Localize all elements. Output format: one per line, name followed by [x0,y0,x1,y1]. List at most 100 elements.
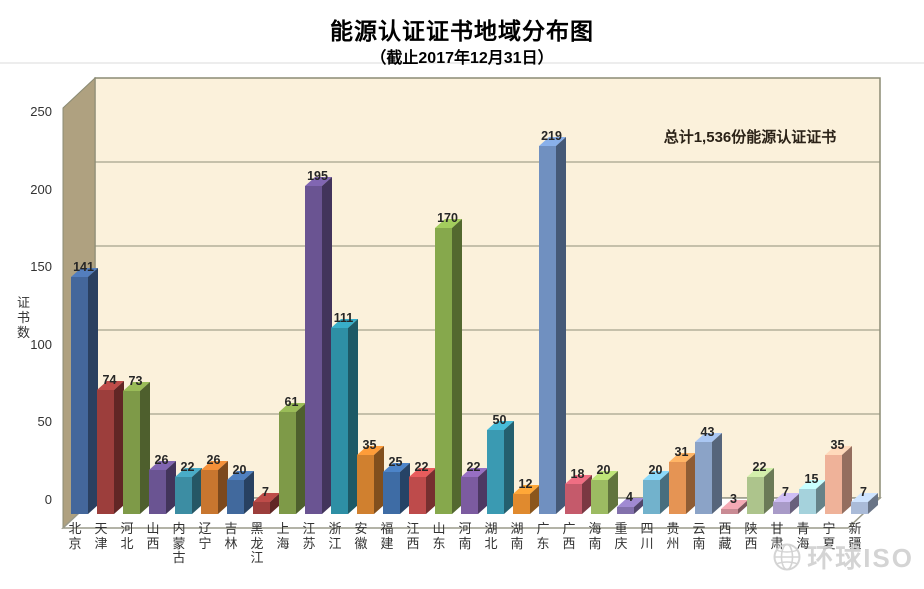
bar-value-label: 26 [155,453,169,467]
value-labels-layer: 141 74 73 26 22 26 20 7 61 195 111 35 25 22 170 22 50 12 2… [73,129,867,506]
back-wall [94,77,881,499]
y-tick-label: 250 [30,104,52,119]
x-tick-label: 新 疆 [848,521,862,551]
total-annotation: 总计1,536份能源认证证书 [663,129,837,146]
bar-value-label: 43 [701,425,715,439]
bar-value-label: 26 [207,453,221,467]
x-tick-label: 湖 北 [484,521,498,551]
x-tick-label: 辽 宁 [198,521,212,551]
x-tick-label: 浙 江 [328,521,342,551]
bar [695,433,722,514]
bar-value-label: 35 [363,438,377,452]
bars-layer [71,137,878,514]
gridlines [95,161,880,415]
bar [591,471,618,514]
x-tick-label: 湖 南 [510,521,524,551]
bar-value-label: 4 [626,490,633,504]
x-tick-label: 黑 龙 江 [250,521,264,566]
bar [435,219,462,514]
x-tick-label: 广 东 [536,521,550,551]
bar [461,468,488,514]
x-tick-label: 海 南 [588,521,602,551]
x-tick-label: 河 北 [120,521,134,551]
bar-value-label: 20 [597,463,611,477]
bar [71,268,98,514]
chart-subtitle: （截止2017年12月31日） [370,50,554,67]
bar-value-label: 111 [334,311,354,325]
bar [851,493,878,514]
y-tick-label: 200 [30,181,52,197]
bar-value-label: 170 [437,211,458,225]
bar [279,403,306,514]
bar-value-label: 50 [493,413,507,427]
y-tick-label: 150 [30,259,52,275]
bar [97,381,124,514]
bar [669,453,696,514]
bar [227,471,254,514]
x-tick-label: 北 京 [68,521,82,551]
bar-value-label: 219 [541,129,562,143]
bar-value-label: 7 [782,485,789,499]
bar [617,498,644,514]
x-tick-label: 重 庆 [614,521,628,551]
bar [539,137,566,514]
bar-value-label: 12 [519,477,533,491]
x-tick-label: 青 海 [796,521,810,551]
bar [175,468,202,514]
bar-value-label: 22 [415,460,429,474]
bar [487,421,514,514]
bar [747,468,774,514]
bar-value-label: 61 [285,395,299,409]
x-tick-label: 四 川 [640,521,654,551]
bar-value-label: 15 [805,472,819,486]
x-tick-label: 贵 州 [666,521,680,551]
y-tick-label: 50 [37,414,52,430]
bar-value-label: 18 [571,467,585,481]
x-tick-label: 陕 西 [744,521,758,551]
bar [513,485,540,514]
x-tick-label: 安 徽 [354,521,368,551]
x-tick-label: 西 藏 [718,521,732,551]
bar [149,461,176,514]
bar [305,177,332,514]
bar-value-label: 20 [649,463,663,477]
y-tick-label: 0 [44,492,52,507]
bar [201,461,228,514]
bar-value-label: 20 [233,463,247,477]
bar-value-label: 31 [675,445,689,459]
bar [825,446,852,514]
bar-value-label: 3 [730,492,737,506]
x-tick-label: 天 津 [94,521,108,551]
bar [773,493,800,514]
x-tick-label: 宁 夏 [822,521,836,551]
bar [253,493,280,514]
bar-value-label: 195 [307,169,328,183]
bar-value-label: 73 [129,374,143,388]
bar [383,463,410,514]
bar-value-label: 22 [181,460,195,474]
bar [123,382,150,514]
y-tick-label: 100 [30,336,52,352]
bar-value-label: 35 [831,438,845,452]
chart-title: 能源认证证书地域分布图 [330,18,594,44]
x-tick-label: 江 西 [406,521,420,551]
watermark: 环球ISO [771,538,914,575]
globe-icon [773,543,801,570]
bar-value-label: 25 [389,455,403,469]
bar [799,480,826,514]
x-tick-label: 云 南 [692,521,706,551]
bar-value-label: 141 [73,260,94,274]
x-tick-label: 福 建 [380,521,394,551]
bar [357,446,384,514]
x-tick-label: 广 西 [562,521,576,551]
top-divider [0,62,924,64]
bar-value-label: 74 [103,373,117,387]
bar [721,500,748,514]
bar [331,319,358,514]
bar [565,475,592,514]
watermark-text: 环球ISO [807,543,914,573]
bar-value-label: 22 [753,460,767,474]
x-tick-label: 江 苏 [302,521,316,551]
x-tick-label: 山 东 [432,521,446,551]
